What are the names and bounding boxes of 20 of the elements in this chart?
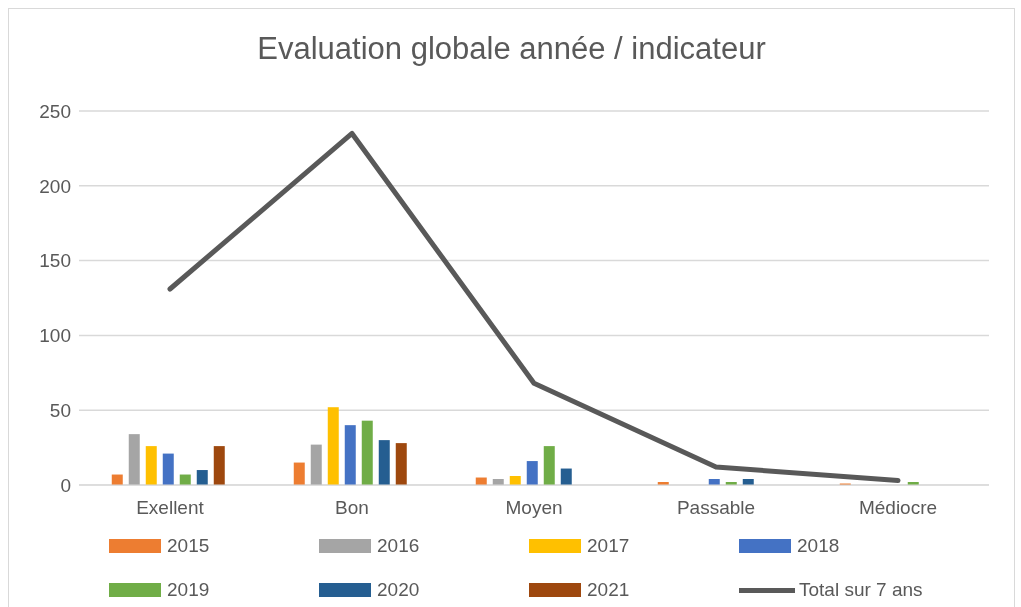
chart-title: Evaluation globale année / indicateur	[256, 30, 767, 68]
x-tick-label: Bon	[335, 497, 369, 519]
legend-label: 2020	[377, 579, 420, 601]
y-tick-label: 100	[39, 325, 71, 347]
x-tick-label: Moyen	[505, 497, 563, 519]
legend-label: 2015	[167, 535, 210, 557]
legend-label: 2017	[587, 535, 630, 557]
y-tick-label: 50	[49, 399, 71, 421]
legend-label: 2021	[587, 579, 630, 601]
y-tick-label: 0	[60, 474, 71, 496]
x-tick-label: Passable	[676, 497, 756, 519]
legend-label: 2016	[377, 535, 420, 557]
legend-label: Total sur 7 ans	[799, 579, 923, 601]
y-tick-label: 250	[39, 100, 71, 122]
legend-label: 2019	[167, 579, 210, 601]
x-tick-label: Médiocre	[858, 497, 938, 519]
y-tick-label: 200	[39, 175, 71, 197]
legend-label: 2018	[797, 535, 840, 557]
y-tick-label: 150	[39, 250, 71, 272]
x-tick-label: Exellent	[136, 497, 205, 519]
